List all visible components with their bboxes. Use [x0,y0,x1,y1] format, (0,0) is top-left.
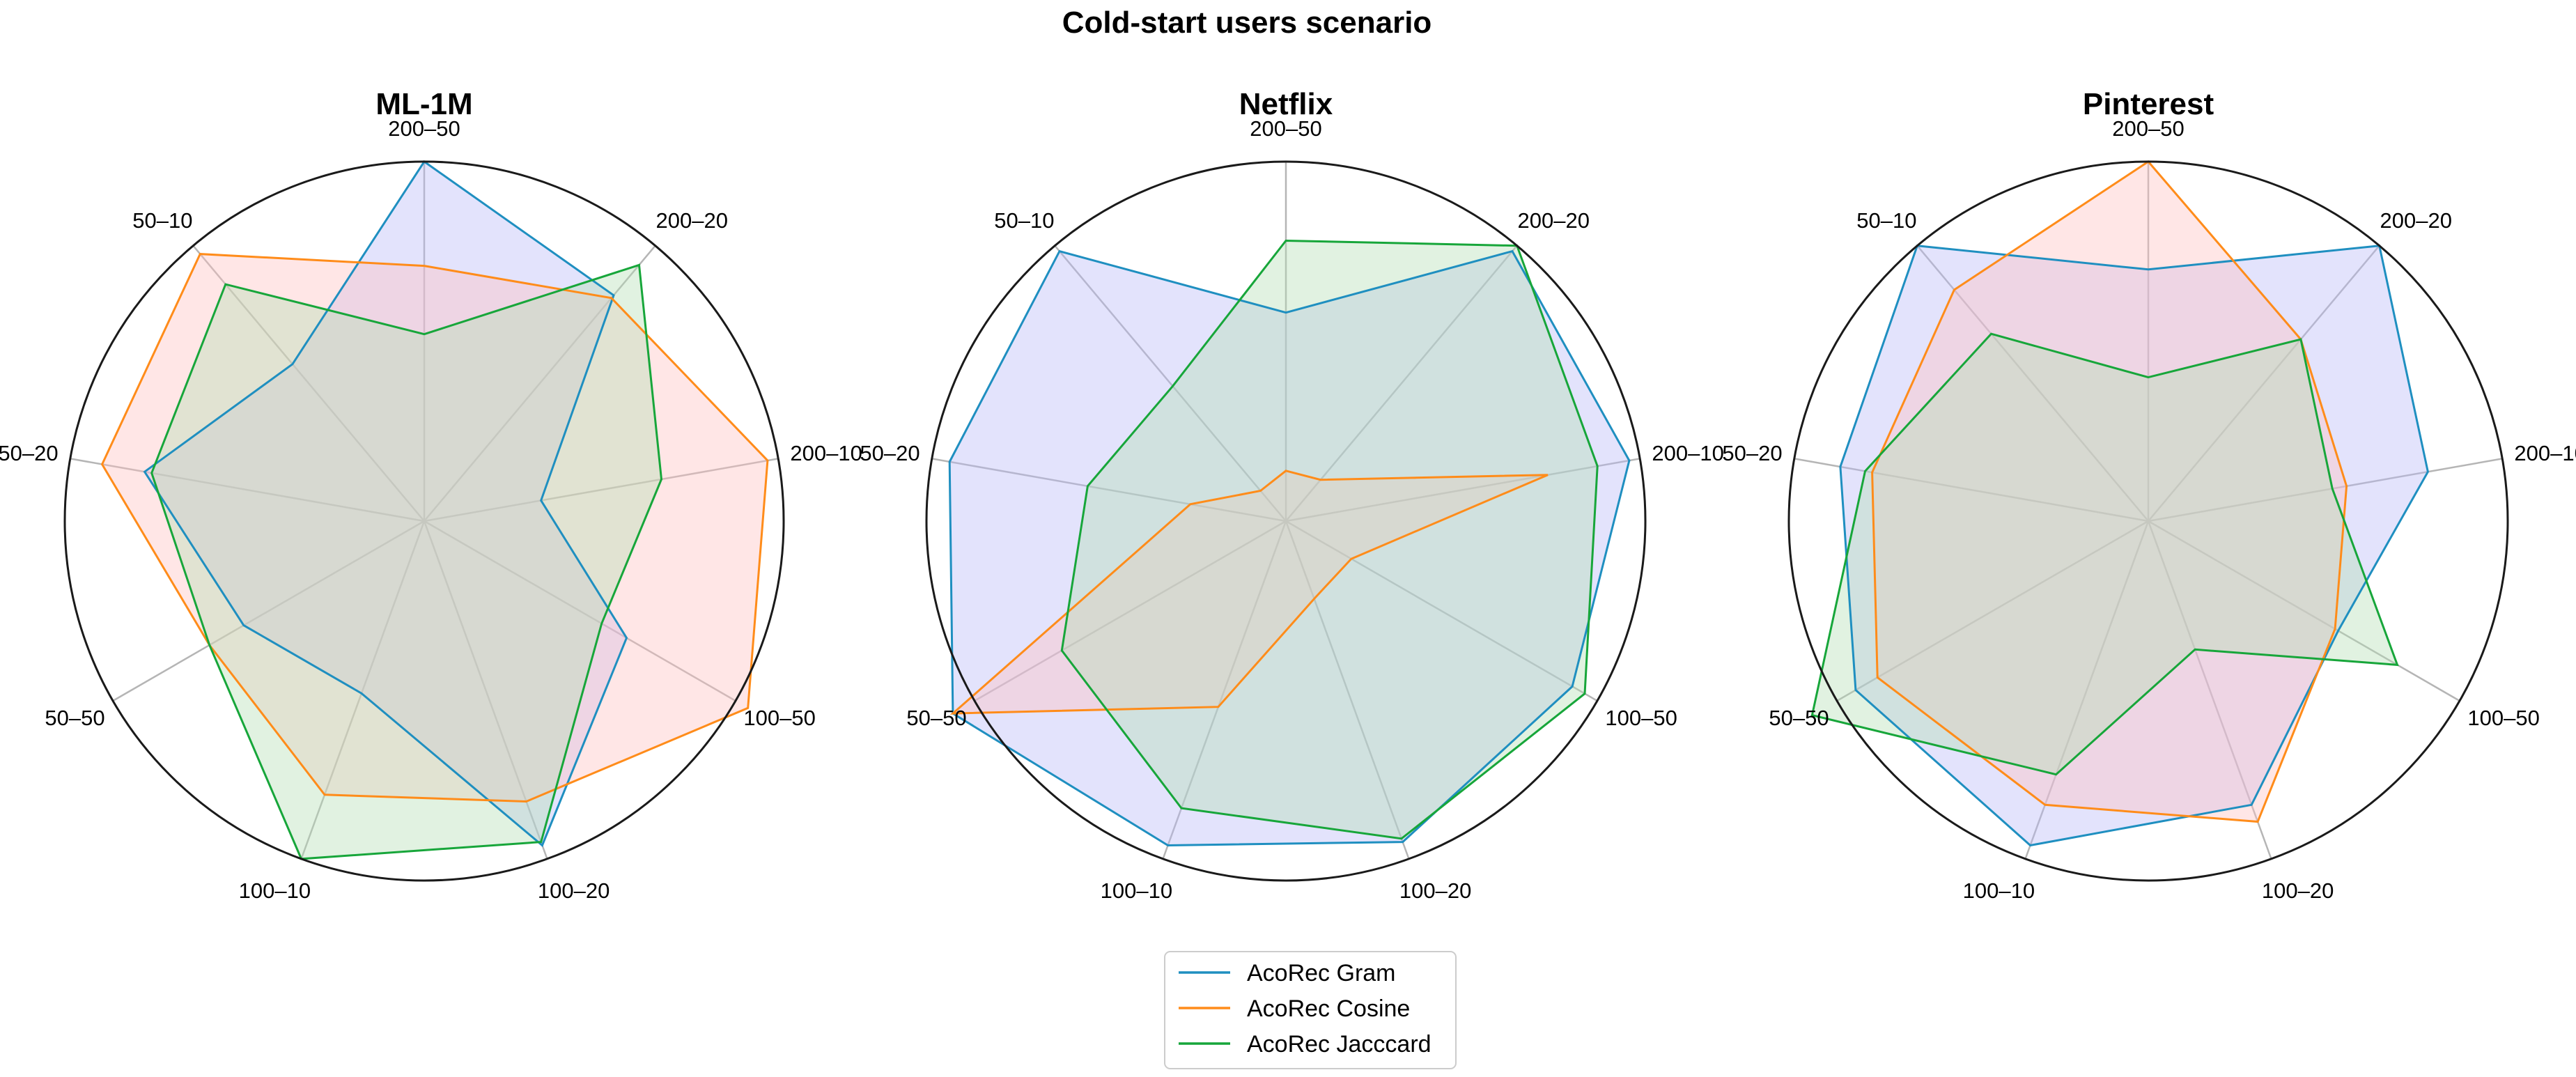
legend-box [1164,951,1457,1069]
line-acorec-cosine-pinterest [1871,160,2348,823]
legend-label-acorec-gram: AcoRec Gram [1247,960,1396,986]
axis-label-50-50: 50–50 [45,706,104,730]
spoke-100-50 [424,520,736,702]
radar-panel-pinterest: 200–50 200–20 200–10 100–50 100–20 100–10 50–5… [1722,87,2576,903]
axis-label-200-20: 200–20 [1518,208,1590,233]
axis-label-200-50: 200–50 [2112,116,2184,141]
axis-label-100-10: 100–10 [239,878,311,903]
spoke-50-50 [974,520,1287,702]
axis-label-50-20: 50–20 [1722,441,1782,465]
radar-panels: 200–50 200–20 200–10 100–50 100–20 100–10 50–5… [0,87,2576,903]
axis-label-200-10: 200–10 [790,441,862,465]
outer-ring [925,160,1647,882]
panel-title-pinterest: Pinterest [2083,87,2214,121]
spoke-200-10 [1285,458,1640,522]
area-acorec-gram-netflix [949,251,1629,846]
legend: AcoRec Gram AcoRec Cosine AcoRec Jacccard [1164,951,1457,1069]
spoke-50-50 [112,520,425,702]
line-acorec-jacccard-pinterest [1810,332,2399,776]
line-acorec-gram-ml-1m [143,160,628,847]
panel-title-netflix: Netflix [1239,87,1333,121]
line-acorec-cosine-ml-1m [100,253,769,803]
axis-label-100-20: 100–20 [538,878,610,903]
axis-label-50-50: 50–50 [1769,706,1829,730]
axis-label-100-50: 100–50 [2467,706,2539,730]
area-acorec-cosine-netflix [952,470,1548,714]
spoke-200-20 [424,245,656,522]
area-acorec-jacccard-netflix [1062,240,1598,839]
axis-label-200-20: 200–20 [2380,208,2452,233]
axis-label-100-10: 100–10 [1963,878,2035,903]
legend-label-acorec-jacccard: AcoRec Jacccard [1247,1031,1431,1057]
axis-label-200-50: 200–50 [388,116,460,141]
spoke-100-10 [2024,520,2150,860]
line-acorec-cosine-netflix [949,470,1549,715]
area-acorec-gram-pinterest [1840,245,2428,846]
spoke-50-10 [192,245,425,522]
spoke-50-10 [1916,245,2149,522]
axis-label-200-10: 200–10 [1652,441,1723,465]
axis-label-200-10: 200–10 [2514,441,2576,465]
spoke-100-10 [1162,520,1287,860]
axis-label-100-50: 100–50 [1605,706,1677,730]
axis-label-200-20: 200–20 [656,208,728,233]
spoke-100-20 [2147,520,2272,860]
line-acorec-gram-pinterest [1839,245,2429,847]
legend-label-acorec-cosine: AcoRec Cosine [1247,995,1410,1022]
spoke-50-20 [931,458,1287,522]
outer-ring [1787,160,2509,882]
radar-panel-ml-1m: 200–50 200–20 200–10 100–50 100–20 100–10 50–5… [0,87,862,903]
spoke-100-20 [1285,520,1410,860]
outer-ring [63,160,785,882]
axis-label-50-10: 50–10 [1856,208,1916,233]
radar-panel-netflix: 200–50 200–20 200–10 100–50 100–20 100–10 50–5… [860,87,1723,903]
area-acorec-jacccard-ml-1m [151,265,662,859]
axis-label-100-50: 100–50 [743,706,815,730]
panel-title-ml-1m: ML-1M [375,87,472,121]
axis-label-50-10: 50–10 [132,208,192,233]
line-acorec-jacccard-ml-1m [150,263,663,860]
figure-title: Cold-start users scenario [1062,6,1432,40]
axis-label-200-50: 200–50 [1250,116,1321,141]
area-acorec-jacccard-pinterest [1812,334,2398,775]
spoke-50-50 [1836,520,2149,702]
spoke-100-50 [2148,520,2460,702]
axis-label-50-20: 50–20 [860,441,920,465]
axis-label-100-10: 100–10 [1101,878,1172,903]
spoke-50-10 [1054,245,1287,522]
spoke-200-20 [2148,245,2380,522]
spoke-200-10 [424,458,779,522]
axis-label-50-50: 50–50 [906,706,966,730]
area-acorec-cosine-pinterest [1872,162,2347,822]
spoke-100-10 [300,520,426,860]
spoke-100-20 [423,520,548,860]
line-acorec-gram-netflix [948,249,1631,847]
spoke-100-50 [1285,520,1598,702]
axis-label-100-20: 100–20 [2262,878,2334,903]
axis-label-50-10: 50–10 [994,208,1054,233]
area-acorec-cosine-ml-1m [102,254,768,802]
area-acorec-gram-ml-1m [144,162,627,846]
axis-label-50-20: 50–20 [0,441,59,465]
spoke-200-20 [1285,245,1518,522]
axis-label-100-20: 100–20 [1399,878,1471,903]
spoke-50-20 [70,458,425,522]
line-acorec-jacccard-netflix [1060,239,1599,840]
spoke-50-20 [1794,458,2149,522]
spoke-200-10 [2148,458,2503,522]
